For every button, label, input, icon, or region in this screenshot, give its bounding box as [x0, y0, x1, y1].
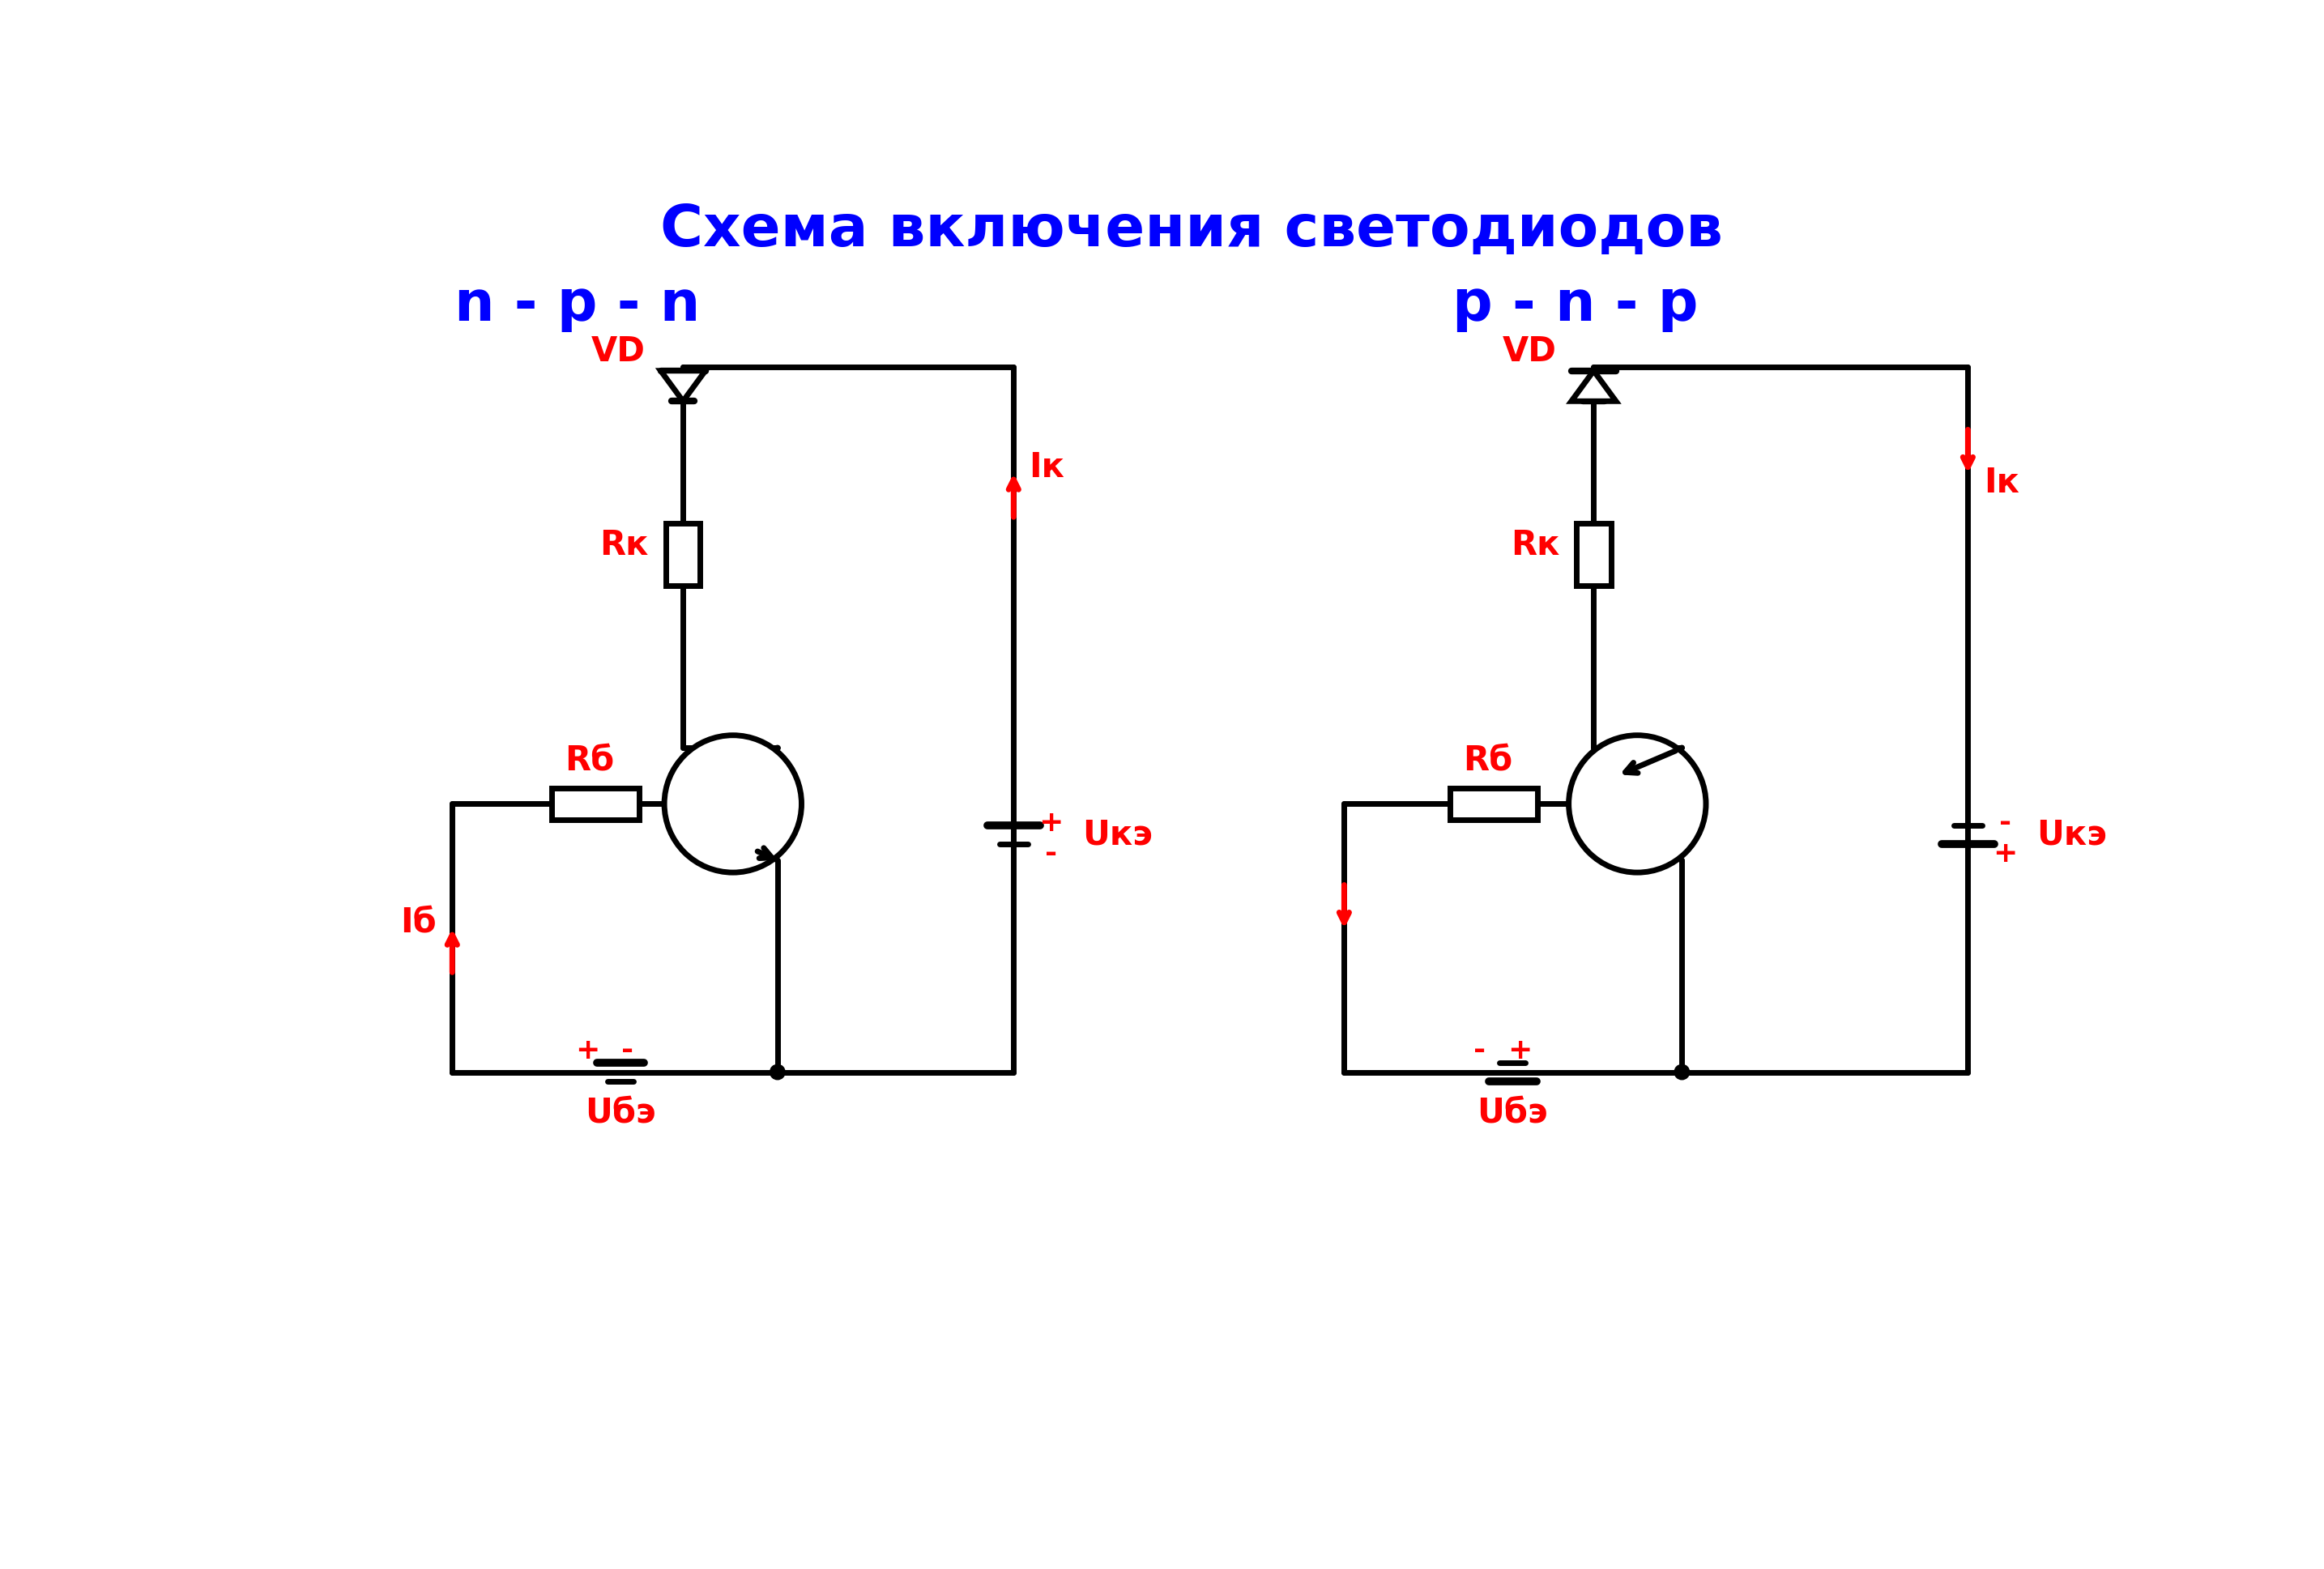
Text: VD: VD: [1501, 334, 1557, 369]
Text: VD: VD: [590, 334, 646, 369]
Text: Iб: Iб: [400, 905, 437, 940]
Text: -: -: [1473, 1037, 1485, 1064]
FancyBboxPatch shape: [1576, 522, 1611, 585]
Text: Схема включения светодиодов: Схема включения светодиодов: [660, 202, 1722, 257]
Text: -: -: [1999, 810, 2013, 836]
Text: Uбэ: Uбэ: [1478, 1095, 1548, 1130]
Circle shape: [769, 1065, 786, 1079]
Circle shape: [1673, 1065, 1690, 1079]
Text: +: +: [1039, 810, 1064, 836]
Text: Rб: Rб: [1462, 744, 1513, 777]
Circle shape: [665, 736, 802, 872]
Polygon shape: [1571, 370, 1615, 402]
Text: Iк: Iк: [1030, 450, 1064, 485]
FancyBboxPatch shape: [553, 788, 639, 819]
Text: +: +: [1994, 839, 2017, 868]
FancyBboxPatch shape: [667, 522, 700, 585]
Text: -: -: [1046, 839, 1057, 868]
Text: Rк: Rк: [1511, 529, 1559, 562]
Text: p - n - p: p - n - p: [1452, 278, 1699, 333]
Text: +: +: [576, 1037, 600, 1064]
Text: Uбэ: Uбэ: [586, 1095, 655, 1130]
Text: Rб: Rб: [565, 744, 614, 777]
Text: Uкэ: Uкэ: [2036, 817, 2108, 852]
Text: Iк: Iк: [1982, 466, 2020, 499]
FancyBboxPatch shape: [1450, 788, 1538, 819]
Polygon shape: [660, 370, 704, 402]
Text: Rк: Rк: [600, 529, 648, 562]
Text: Uкэ: Uкэ: [1083, 817, 1153, 852]
Text: -: -: [621, 1037, 634, 1064]
Text: n - p - n: n - p - n: [453, 278, 700, 333]
Text: +: +: [1508, 1037, 1532, 1064]
Circle shape: [1569, 736, 1706, 872]
